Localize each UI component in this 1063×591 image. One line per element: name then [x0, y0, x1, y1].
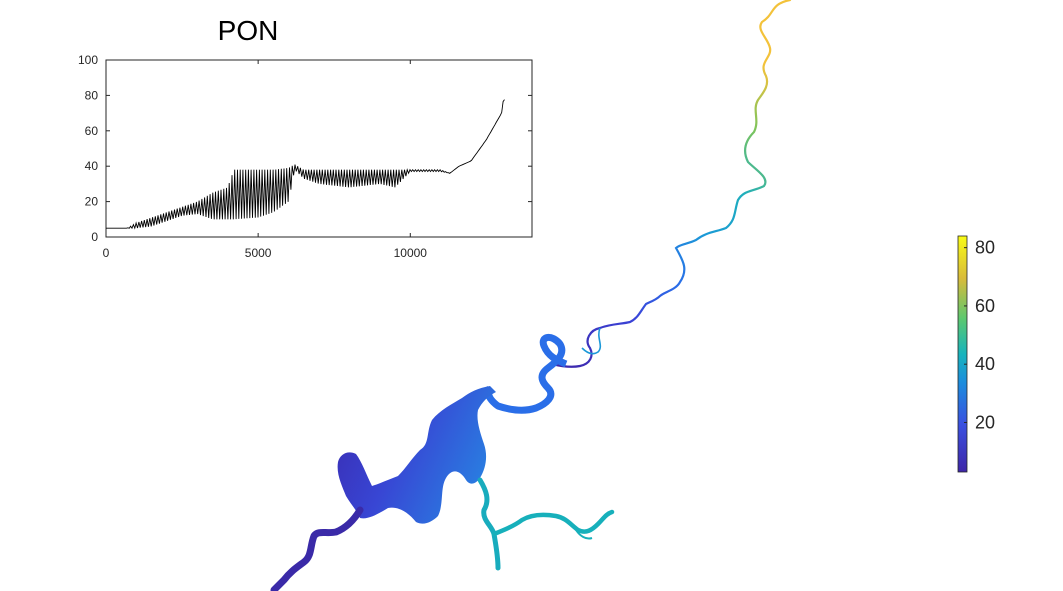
y-tick-label: 20: [85, 195, 99, 209]
inset-chart: PON 0 20 40 60 80 100 0 5000 10000: [78, 15, 532, 260]
river-upper-channel: [552, 0, 790, 367]
y-tick-label: 0: [91, 230, 98, 244]
colorbar-ticks: 20 40 60 80: [964, 238, 995, 433]
inset-title: PON: [218, 15, 279, 46]
y-tick-label: 40: [85, 159, 99, 173]
river-right-branch: [494, 512, 612, 534]
river-right-tributary: [480, 480, 498, 568]
colorbar-tick-label: 80: [975, 238, 995, 258]
colorbar-tick-label: 40: [975, 354, 995, 374]
river-loop: [488, 337, 566, 410]
colorbar-tick-label: 60: [975, 296, 995, 316]
y-tick-label: 80: [85, 88, 99, 102]
river-lower-channel: [274, 510, 360, 590]
x-tick-label: 10000: [394, 246, 428, 260]
colorbar-gradient: [958, 236, 967, 472]
inset-axes-box: [106, 60, 532, 237]
y-tick-label: 60: [85, 124, 99, 138]
x-tick-label: 5000: [245, 246, 272, 260]
x-tick-label: 0: [103, 246, 110, 260]
river-lake-body: [338, 386, 496, 524]
colorbar: 20 40 60 80: [958, 236, 995, 472]
y-tick-label: 100: [78, 53, 98, 67]
colorbar-tick-label: 20: [975, 412, 995, 432]
